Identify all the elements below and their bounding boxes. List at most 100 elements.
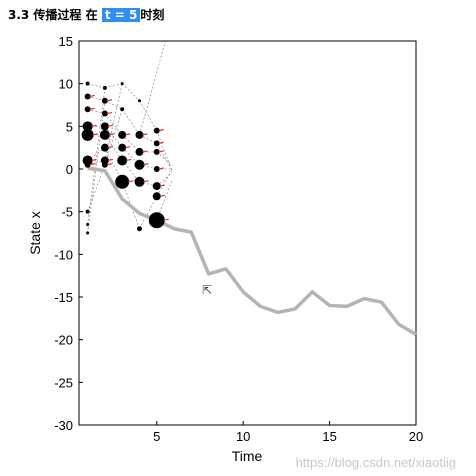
particle-weight-mark — [158, 167, 164, 170]
particle — [101, 161, 108, 168]
propagation-line — [139, 40, 166, 135]
particle — [100, 156, 109, 165]
watermark: https://blog.csdn.net/xiaotiig — [295, 455, 456, 470]
propagation-line — [139, 100, 158, 131]
propagation-line — [87, 96, 105, 102]
propagation-line — [139, 134, 157, 144]
propagation-line — [104, 100, 123, 110]
propagation-line — [87, 83, 105, 89]
particle — [86, 231, 90, 235]
particle — [117, 155, 128, 166]
x-tick-label: 15 — [322, 429, 336, 444]
particle — [120, 107, 125, 112]
particle — [152, 182, 161, 191]
particle — [153, 140, 160, 147]
x-tick-label: 20 — [409, 429, 423, 444]
propagation-line — [87, 160, 105, 166]
y-tick-label: -15 — [54, 290, 73, 305]
y-tick-label: 10 — [59, 77, 73, 92]
particle-weight-mark — [142, 133, 148, 136]
particle — [82, 155, 93, 166]
particle-weight-mark — [128, 180, 134, 183]
propagation-line — [139, 181, 157, 187]
particle — [100, 122, 109, 131]
particle-weight-mark — [125, 146, 131, 149]
particle — [84, 106, 91, 113]
propagation-line — [156, 151, 173, 166]
y-tick-label: -10 — [54, 247, 73, 262]
propagation-line — [156, 168, 173, 197]
particle-weight-mark — [158, 150, 164, 153]
y-tick-label: 5 — [66, 119, 73, 134]
particle-weight-mark — [107, 124, 114, 127]
propagation-line — [121, 83, 140, 101]
propagation-line — [156, 179, 173, 221]
particle — [148, 212, 165, 229]
particle — [84, 93, 91, 100]
axes-group: 5 10 15 20 15 10 5 0 -5 -10 -15 -20 -25 -30 — [54, 34, 423, 444]
heading-suffix: 时刻 — [140, 8, 165, 22]
particle-weight-mark — [89, 107, 95, 110]
particle — [134, 159, 145, 170]
page-heading: 3.3 传播过程 在 t = 5 时刻 — [8, 6, 164, 23]
plot-frame — [78, 40, 417, 426]
particle — [152, 192, 161, 201]
particle — [82, 121, 93, 132]
particle — [153, 148, 160, 155]
particle — [134, 176, 145, 187]
particle-weight-mark — [158, 129, 164, 132]
x-tick-label: 5 — [153, 429, 160, 444]
particle — [84, 161, 91, 168]
particle — [137, 99, 141, 103]
particle-weight-mark — [91, 124, 97, 127]
particle-weight-mark — [107, 146, 114, 149]
x-tick-label: 10 — [236, 429, 250, 444]
particle — [101, 110, 108, 117]
propagation-line — [156, 130, 173, 172]
particle-weight-mark — [89, 94, 95, 98]
particle — [118, 130, 127, 139]
particle — [153, 127, 160, 134]
particle-weight-mark — [106, 111, 113, 115]
y-axis-label: State x — [27, 211, 43, 255]
particle — [86, 222, 90, 226]
propagation-line — [104, 134, 123, 161]
particle-weight-mark — [91, 158, 97, 162]
particle — [81, 128, 94, 141]
heading-highlight: t = 5 — [101, 8, 141, 22]
particle-weight-mark — [142, 150, 148, 153]
propagation-line — [87, 87, 106, 225]
y-tick-label: 0 — [66, 162, 73, 177]
propagation-line — [139, 164, 157, 170]
particle — [85, 81, 90, 86]
propagation-line — [156, 143, 173, 171]
particle-weight-mark — [89, 163, 95, 166]
propagation-line — [156, 172, 173, 187]
state-line — [87, 166, 417, 337]
particle-weight-mark — [158, 141, 164, 144]
propagation-line — [104, 113, 123, 136]
particle — [135, 147, 144, 156]
mouse-cursor-icon: ⇱ — [202, 283, 213, 297]
y-tick-label: -30 — [54, 418, 73, 433]
propagation-line — [121, 134, 140, 153]
particle — [135, 130, 144, 139]
propagation-line — [121, 109, 140, 136]
y-tick-label: 15 — [59, 34, 73, 49]
particle-weight-mark — [125, 133, 131, 136]
particle — [100, 143, 109, 152]
particle-weight-mark — [159, 184, 165, 187]
particle — [153, 166, 160, 172]
propagation-line — [104, 109, 123, 165]
particle — [115, 174, 130, 189]
particle-weight-mark — [106, 99, 113, 102]
particle — [136, 226, 142, 232]
y-tick-label: -5 — [61, 205, 73, 220]
particles-group — [81, 81, 169, 235]
particle — [120, 82, 124, 86]
particle-weight-mark — [107, 158, 114, 162]
propagation-line — [87, 108, 105, 114]
heading-prefix: 3.3 传播过程 在 — [8, 8, 98, 22]
particle-weight-mark — [92, 133, 98, 136]
